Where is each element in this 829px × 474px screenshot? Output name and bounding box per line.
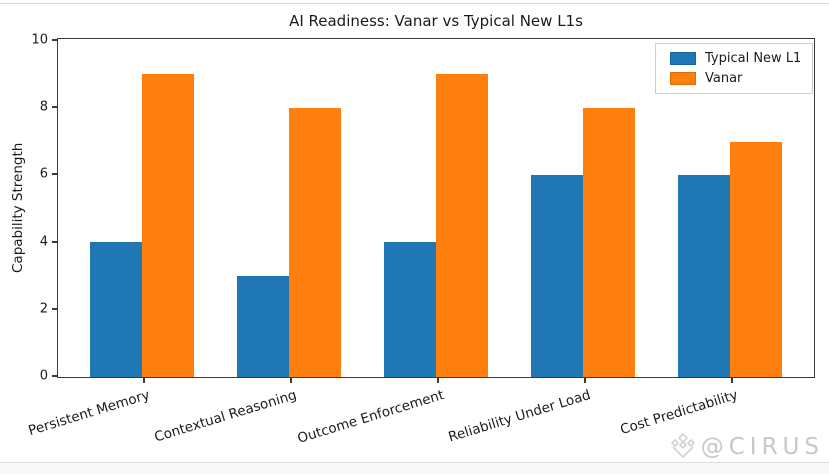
- bar-vanar-4: [730, 141, 783, 377]
- legend: Typical New L1 Vanar: [655, 43, 813, 94]
- bar-vanar-0: [142, 74, 195, 377]
- y-tick-label: 8: [39, 99, 48, 115]
- x-tick-label: Reliability Under Load: [446, 387, 593, 446]
- bar-vanar-2: [436, 74, 489, 377]
- chart-title: AI Readiness: Vanar vs Typical New L1s: [289, 12, 583, 30]
- legend-item-typical-new-l1: Typical New L1: [670, 51, 802, 66]
- y-tick-mark: [52, 375, 57, 378]
- y-tick-label: 10: [31, 32, 48, 48]
- legend-label-vanar: Vanar: [705, 71, 743, 86]
- y-tick-label: 6: [39, 166, 48, 182]
- bar-typical-1: [237, 276, 290, 377]
- bar-typical-2: [384, 242, 437, 377]
- bar-typical-4: [678, 175, 731, 377]
- bar-typical-3: [531, 175, 584, 377]
- x-tick-mark: [290, 378, 292, 383]
- y-tick-mark: [52, 308, 57, 310]
- y-tick-mark: [52, 38, 57, 41]
- legend-swatch-typical-new-l1: [670, 52, 696, 65]
- legend-swatch-vanar: [670, 72, 696, 85]
- bottom-band: [0, 463, 829, 474]
- y-tick-mark: [52, 173, 57, 176]
- bar-vanar-3: [583, 107, 636, 377]
- y-tick-label: 2: [39, 301, 48, 317]
- x-tick-label: Outcome Enforcement: [295, 387, 446, 447]
- legend-label-typical-new-l1: Typical New L1: [705, 51, 802, 66]
- top-divider: [0, 3, 829, 4]
- cirus-diamond-logo-icon: [667, 429, 699, 465]
- y-tick-mark: [52, 240, 57, 243]
- x-tick-label: Contextual Reasoning: [152, 387, 299, 446]
- legend-item-vanar: Vanar: [670, 71, 802, 86]
- y-tick-label: 0: [39, 368, 48, 384]
- y-tick-mark: [52, 106, 57, 108]
- plot-area: [57, 38, 815, 378]
- x-tick-mark: [143, 378, 145, 383]
- y-tick-label: 4: [39, 234, 48, 250]
- y-axis-label: Capability Strength: [10, 142, 26, 274]
- bar-typical-0: [90, 242, 143, 377]
- x-tick-mark: [731, 378, 733, 383]
- watermark: @CIRUS: [667, 430, 824, 464]
- bar-vanar-1: [289, 107, 342, 377]
- x-tick-label: Persistent Memory: [26, 387, 152, 440]
- x-tick-mark: [584, 378, 586, 383]
- bottom-divider: [0, 462, 829, 463]
- x-tick-mark: [437, 378, 439, 383]
- watermark-handle: @CIRUS: [700, 434, 824, 460]
